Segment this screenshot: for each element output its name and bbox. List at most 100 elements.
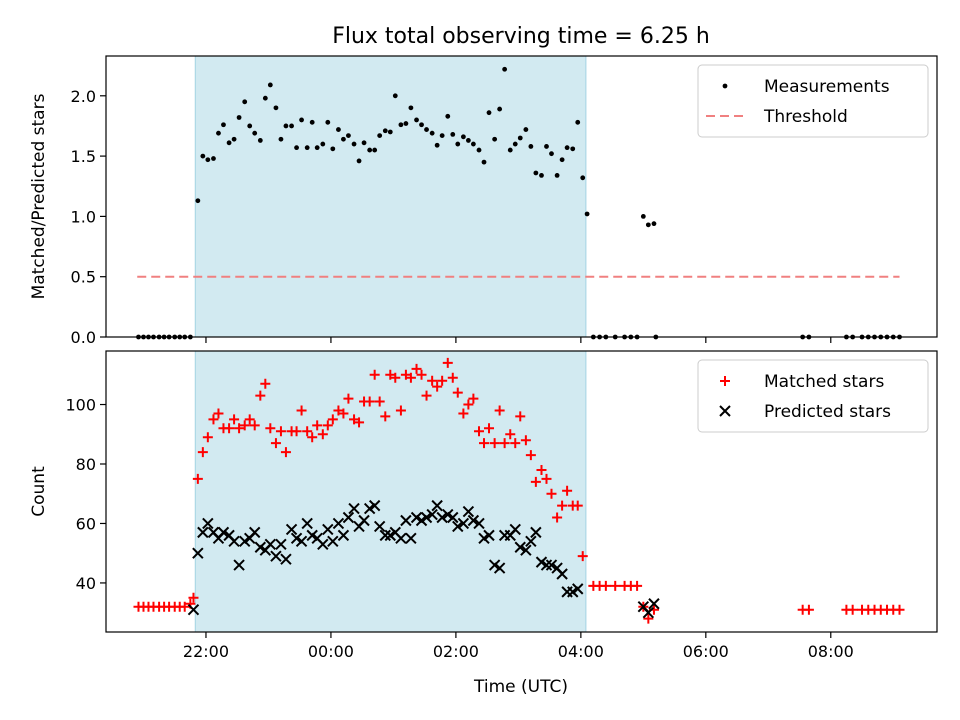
data-point bbox=[437, 375, 448, 386]
data-point bbox=[188, 592, 199, 603]
data-point bbox=[575, 119, 581, 125]
data-point bbox=[452, 520, 464, 533]
data-point bbox=[392, 93, 398, 99]
data-point bbox=[382, 128, 388, 134]
data-point bbox=[275, 538, 287, 550]
data-point bbox=[289, 123, 294, 129]
data-point bbox=[559, 157, 565, 163]
data-point bbox=[270, 550, 282, 562]
data-point bbox=[307, 432, 318, 443]
data-point bbox=[584, 211, 590, 217]
data-point bbox=[337, 529, 350, 542]
data-point bbox=[414, 117, 419, 123]
y-tick-label: 0.5 bbox=[71, 268, 96, 287]
data-point bbox=[226, 140, 232, 146]
x-tick-label: 02:00 bbox=[433, 642, 479, 661]
data-point bbox=[217, 526, 230, 539]
data-point bbox=[228, 535, 240, 548]
legend: Matched stars Predicted stars bbox=[697, 359, 929, 433]
data-point bbox=[252, 130, 258, 136]
data-point bbox=[309, 119, 315, 125]
legend-label: Predicted stars bbox=[764, 402, 891, 422]
x-tick-label: 22:00 bbox=[183, 642, 229, 661]
data-point bbox=[255, 390, 266, 401]
data-point bbox=[474, 426, 485, 437]
data-point bbox=[374, 396, 385, 407]
data-point bbox=[403, 121, 409, 126]
data-point bbox=[400, 514, 412, 527]
data-point bbox=[632, 580, 643, 591]
observing-window-shade bbox=[195, 56, 586, 337]
data-point bbox=[577, 551, 588, 562]
data-point bbox=[317, 538, 329, 550]
data-point bbox=[314, 145, 320, 151]
data-point bbox=[452, 387, 463, 398]
y-axis-label: Count bbox=[29, 466, 49, 517]
count-panel: 40 60 80 100 22:00 00:00 02:00 04:00 06:00 08:00 C… bbox=[29, 350, 938, 661]
data-point bbox=[554, 172, 560, 178]
y-tick-label: 100 bbox=[65, 396, 96, 415]
data-point bbox=[278, 136, 284, 142]
data-point bbox=[260, 378, 271, 389]
data-point bbox=[651, 221, 657, 227]
data-point bbox=[275, 426, 286, 437]
data-point bbox=[367, 147, 373, 153]
data-point bbox=[493, 562, 506, 574]
data-point bbox=[544, 144, 549, 149]
axes-frame bbox=[105, 350, 938, 633]
data-point bbox=[473, 517, 485, 530]
series-matched-stars bbox=[133, 357, 905, 624]
data-point bbox=[205, 157, 211, 163]
data-point bbox=[545, 559, 558, 571]
data-point bbox=[317, 429, 328, 440]
data-point bbox=[460, 134, 466, 140]
data-point bbox=[505, 429, 516, 440]
data-point bbox=[476, 147, 482, 153]
data-point bbox=[341, 136, 346, 142]
data-point bbox=[291, 426, 302, 437]
legend-box bbox=[697, 64, 929, 138]
x-tick-label: 06:00 bbox=[683, 642, 729, 661]
x-axis-label: Time (UTC) bbox=[473, 677, 568, 697]
data-point bbox=[302, 426, 313, 437]
data-point bbox=[486, 110, 492, 116]
data-point bbox=[373, 520, 386, 533]
data-point bbox=[562, 485, 573, 496]
data-point bbox=[465, 138, 471, 143]
data-point bbox=[447, 511, 459, 524]
data-point bbox=[327, 535, 339, 548]
data-point bbox=[301, 517, 313, 530]
data-point bbox=[338, 408, 349, 419]
legend-swatch bbox=[719, 405, 731, 417]
data-point bbox=[803, 604, 814, 615]
data-point bbox=[525, 450, 536, 461]
data-point bbox=[208, 414, 219, 425]
data-point bbox=[540, 559, 553, 571]
data-point bbox=[463, 399, 474, 410]
data-point bbox=[224, 423, 235, 434]
data-point bbox=[348, 502, 360, 515]
data-point bbox=[536, 464, 547, 475]
data-point bbox=[242, 99, 248, 105]
legend-swatch bbox=[722, 83, 728, 89]
data-point bbox=[539, 172, 544, 178]
y-axis-label: Matched/Predicted stars bbox=[29, 93, 49, 299]
data-point bbox=[211, 156, 216, 161]
data-point bbox=[390, 372, 401, 383]
data-point bbox=[442, 357, 453, 368]
data-point bbox=[847, 604, 858, 615]
data-point bbox=[358, 514, 370, 527]
data-point bbox=[295, 535, 308, 548]
data-point bbox=[325, 119, 331, 125]
data-point bbox=[458, 408, 469, 419]
data-point bbox=[515, 411, 526, 422]
data-point bbox=[270, 438, 281, 449]
x-tick-label: 08:00 bbox=[808, 642, 854, 661]
data-point bbox=[484, 423, 495, 434]
data-point bbox=[296, 405, 307, 416]
chart-title: Flux total observing time = 6.25 h bbox=[332, 24, 710, 49]
legend: Measurements Threshold bbox=[697, 64, 929, 138]
data-point bbox=[387, 129, 393, 135]
data-point bbox=[405, 372, 416, 383]
